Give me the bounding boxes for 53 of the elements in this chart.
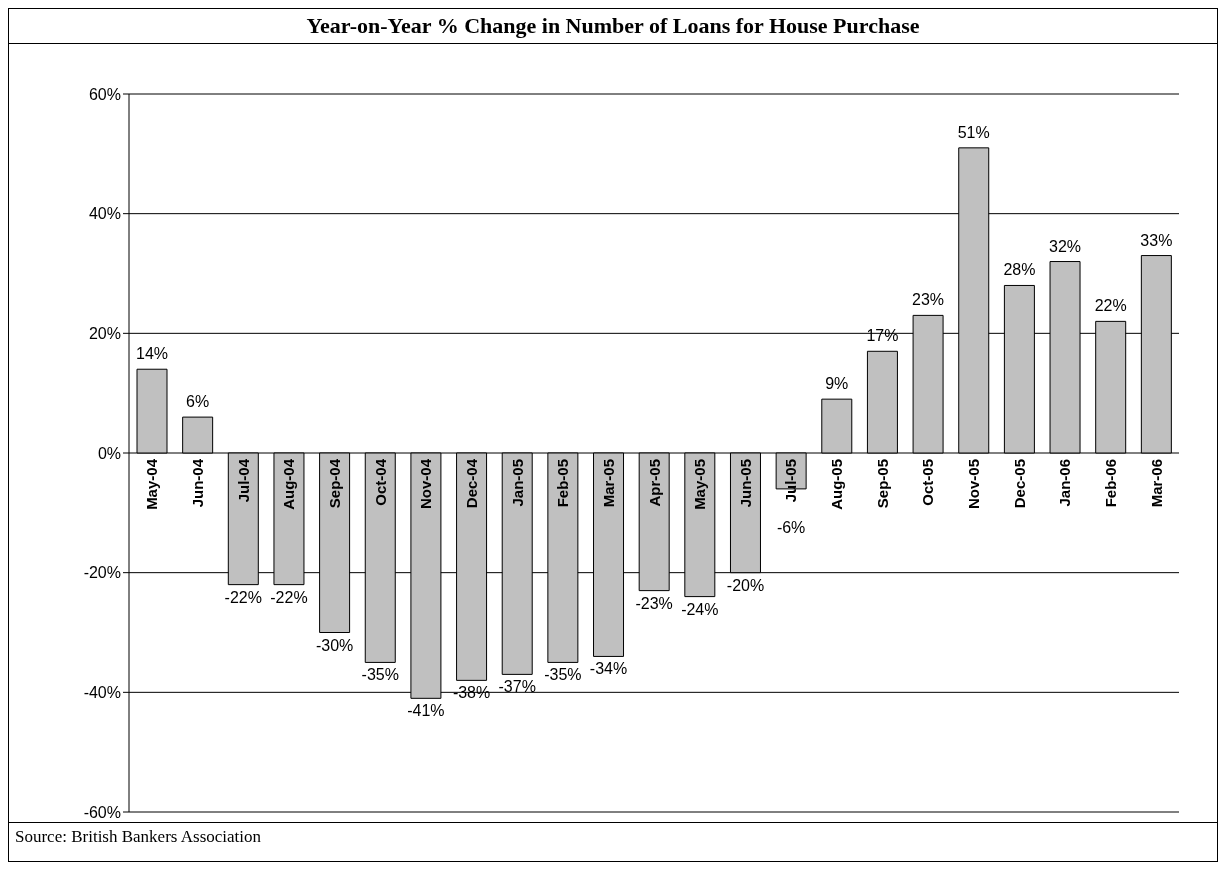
data-label: -24%: [681, 600, 719, 618]
x-tick-label: Oct-04: [371, 458, 389, 506]
x-tick-label: Jan-05: [508, 459, 526, 507]
data-label: -20%: [726, 576, 765, 594]
data-label: -23%: [635, 594, 673, 612]
data-label: 51%: [957, 123, 990, 141]
data-label: -35%: [361, 666, 399, 684]
x-tick-label: May-04: [143, 458, 161, 510]
data-label: 6%: [186, 393, 210, 411]
x-tick-label: Aug-04: [280, 458, 298, 510]
y-tick-label: 0%: [97, 444, 121, 462]
data-label: -35%: [544, 666, 582, 684]
x-tick-label: Sep-04: [325, 458, 343, 509]
x-tick-label: Nov-05: [965, 459, 983, 510]
x-tick-label: Sep-05: [873, 459, 891, 509]
data-label: 32%: [1049, 237, 1082, 255]
y-tick-label: -60%: [83, 803, 121, 821]
x-tick-label: Jan-06: [1056, 459, 1074, 507]
x-tick-label: May-05: [691, 459, 709, 510]
x-tick-label: Aug-05: [828, 459, 846, 510]
x-tick-label: Dec-05: [1010, 459, 1028, 509]
data-label: -22%: [224, 588, 262, 606]
chart-title: Year-on-Year % Change in Number of Loans for House Purchase: [9, 9, 1217, 44]
y-tick-label: 20%: [88, 325, 121, 343]
data-label: -34%: [589, 660, 628, 678]
y-tick-label: -40%: [83, 684, 121, 702]
x-tick-label: Jul-04: [234, 458, 252, 503]
data-label: -30%: [315, 636, 354, 654]
data-label: -22%: [270, 588, 308, 606]
x-tick-label: Jun-05: [736, 459, 754, 508]
data-label: 22%: [1094, 297, 1127, 315]
x-tick-label: Jul-05: [782, 459, 800, 503]
y-tick-label: 60%: [88, 85, 121, 103]
x-tick-label: Dec-04: [462, 458, 480, 509]
data-label: -41%: [407, 702, 445, 720]
data-label: 28%: [1003, 261, 1036, 279]
y-tick-label: 40%: [88, 205, 121, 223]
data-label: -37%: [498, 678, 536, 696]
source-note: Source: British Bankers Association: [9, 822, 1217, 861]
x-tick-label: Apr-05: [645, 459, 663, 507]
y-tick-label: -20%: [83, 564, 121, 582]
x-tick-label: Feb-05: [554, 459, 572, 508]
data-label: 33%: [1140, 231, 1173, 249]
x-tick-label: Feb-06: [1102, 459, 1120, 508]
data-label: -6%: [776, 519, 806, 536]
x-tick-label: Nov-04: [417, 458, 435, 510]
x-tick-label: Mar-06: [1147, 459, 1165, 508]
data-label: 9%: [825, 375, 849, 393]
x-tick-label: Mar-05: [599, 459, 617, 508]
x-tick-label: Jun-04: [188, 458, 206, 508]
data-label: 23%: [912, 291, 945, 309]
data-label: 14%: [135, 345, 169, 363]
x-tick-label: Oct-05: [919, 459, 937, 506]
